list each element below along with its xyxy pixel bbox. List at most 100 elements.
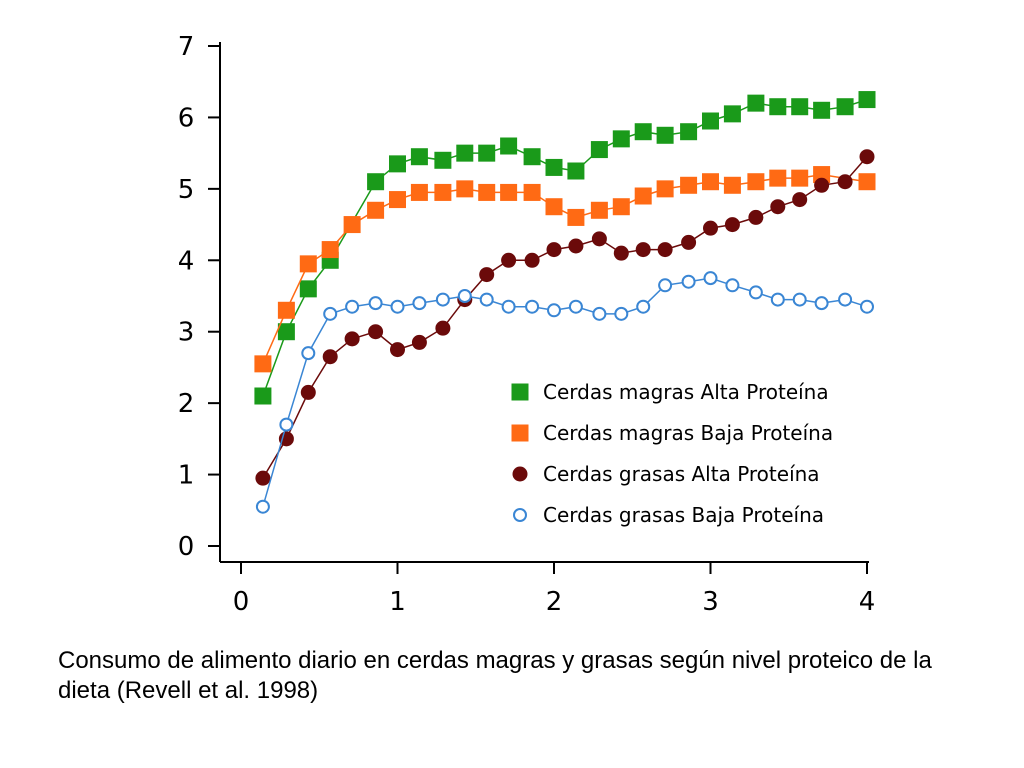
series-1-point — [434, 151, 452, 169]
series-3-point — [524, 252, 540, 268]
legend-marker — [511, 383, 529, 401]
legend-label: Cerdas grasas Baja Proteína — [543, 503, 824, 527]
series-3-point — [390, 342, 405, 358]
series-3-point — [300, 384, 316, 400]
series-4-point — [658, 278, 673, 293]
series-2-point — [321, 241, 339, 259]
y-tick-label: 2 — [178, 389, 195, 419]
series-2-point — [343, 216, 361, 234]
legend-marker — [513, 508, 527, 522]
series-2-point — [410, 183, 428, 201]
series-2-point — [680, 176, 698, 194]
series-1-point — [277, 323, 295, 341]
series-2 — [254, 166, 876, 373]
series-3-point — [681, 234, 697, 250]
series-3-point — [613, 245, 629, 261]
series-3-point — [546, 242, 562, 258]
series-4-line — [262, 277, 868, 507]
legend-label: Cerdas magras Baja Proteína — [543, 421, 833, 445]
series-1-point — [769, 98, 787, 116]
series-4-point — [323, 306, 338, 321]
series-4-point — [525, 299, 540, 314]
series-3-point — [435, 320, 451, 336]
series-1-point — [680, 123, 698, 141]
series-1-point — [456, 144, 474, 162]
series-2-point — [567, 208, 585, 226]
series-4-point — [681, 274, 696, 289]
legend-item: Cerdas grasas Alta Proteína — [512, 462, 820, 486]
x-tick-label: 1 — [389, 587, 406, 617]
series-3-point — [837, 174, 853, 190]
series-4-point — [547, 303, 561, 318]
series-1-point — [813, 101, 831, 119]
series-2-point — [367, 201, 385, 219]
y-tick-label: 6 — [178, 103, 195, 133]
series-4-point — [703, 271, 718, 286]
series-1-point — [478, 144, 496, 162]
series-3-point — [568, 238, 584, 254]
series-2-point — [791, 169, 809, 187]
series-3-point — [322, 349, 338, 365]
series-4-point — [568, 299, 583, 314]
series-4-point — [770, 292, 785, 307]
series-2-point — [590, 201, 608, 219]
series-3-point — [501, 252, 517, 268]
series-1-point — [612, 130, 630, 148]
series-1-point — [299, 280, 317, 298]
series-2-point — [389, 191, 406, 209]
series-4-point — [838, 292, 853, 307]
series-1-point — [723, 105, 741, 123]
series-4-point — [636, 299, 651, 314]
series-3-point — [591, 231, 607, 247]
series-1-point — [254, 387, 272, 405]
series-3-point — [344, 331, 360, 347]
series-3-point — [657, 242, 673, 258]
series-2-point — [747, 173, 765, 191]
series-3-point — [368, 324, 384, 340]
series-2-point — [702, 173, 719, 191]
x-tick-label: 2 — [546, 587, 563, 617]
series-2-point — [545, 198, 563, 216]
series-3-point — [724, 217, 740, 233]
series-4-point — [255, 499, 270, 514]
series-3-point — [814, 177, 830, 193]
series-4-point — [792, 292, 807, 307]
series-1-point — [590, 141, 608, 159]
y-tick-label: 5 — [178, 175, 195, 205]
series-3-point — [703, 220, 718, 236]
series-1-point — [389, 155, 406, 173]
legend-item: Cerdas magras Baja Proteína — [511, 421, 833, 445]
legend-marker — [511, 424, 529, 442]
axes: 0 1 2 3 4 5 6 7 0 1 2 3 4 — [178, 32, 876, 617]
x-ticks: 0 1 2 3 4 — [233, 562, 875, 617]
series-1-point — [367, 173, 385, 191]
y-tick-label: 0 — [178, 532, 195, 562]
series-4-point — [592, 306, 607, 321]
series-3-point — [635, 242, 651, 258]
figure-caption: Consumo de alimento diario en cerdas mag… — [58, 647, 932, 704]
series-layer — [254, 91, 876, 514]
series-4-point — [368, 296, 383, 311]
series-2-point — [478, 183, 496, 201]
series-4-point — [725, 278, 740, 293]
series-1-point — [836, 98, 854, 116]
series-4-point — [614, 306, 629, 321]
x-tick-label: 0 — [233, 587, 250, 617]
series-3 — [255, 149, 875, 486]
legend-item: Cerdas magras Alta Proteína — [511, 380, 829, 404]
legend-marker — [512, 466, 528, 482]
legend-label: Cerdas grasas Alta Proteína — [543, 462, 820, 486]
series-4-point — [814, 296, 829, 311]
y-tick-label: 4 — [178, 246, 195, 276]
series-3-point — [748, 209, 764, 225]
series-1-point — [702, 112, 719, 130]
series-3-point — [479, 267, 495, 283]
series-4-point — [435, 292, 450, 307]
series-2-point — [612, 198, 630, 216]
series-3-point — [411, 334, 427, 350]
series-2-point — [254, 355, 272, 373]
series-1-point — [656, 126, 674, 144]
series-4-point — [345, 299, 360, 314]
series-1-point — [523, 148, 541, 166]
series-1-point — [858, 91, 876, 109]
